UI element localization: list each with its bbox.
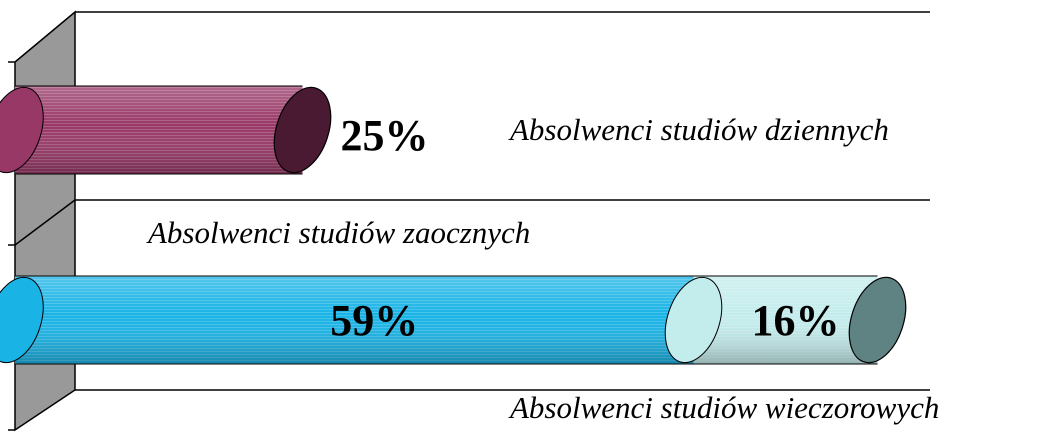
bar-cap [273,86,332,174]
bar-cap [848,276,907,364]
bar-shade [15,276,694,364]
bar-shade [693,276,878,364]
bar-segment [0,275,722,365]
value-label: 59% [330,296,418,345]
value-label: 16% [752,296,840,345]
series-name: Absolwenci studiów wieczorowych [508,390,939,425]
series-name: Absolwenci studiów dziennych [508,112,889,147]
bar-segment [0,85,332,175]
bar-start [0,276,44,364]
bar-segment [664,275,907,365]
value-label: 25% [341,111,429,160]
side-wall [14,10,76,432]
bar-shade [15,86,303,174]
series-name: Absolwenci studiów zaocznych [146,215,530,250]
bar-start [0,86,44,174]
row-line [14,199,76,246]
bar-start [664,276,723,364]
